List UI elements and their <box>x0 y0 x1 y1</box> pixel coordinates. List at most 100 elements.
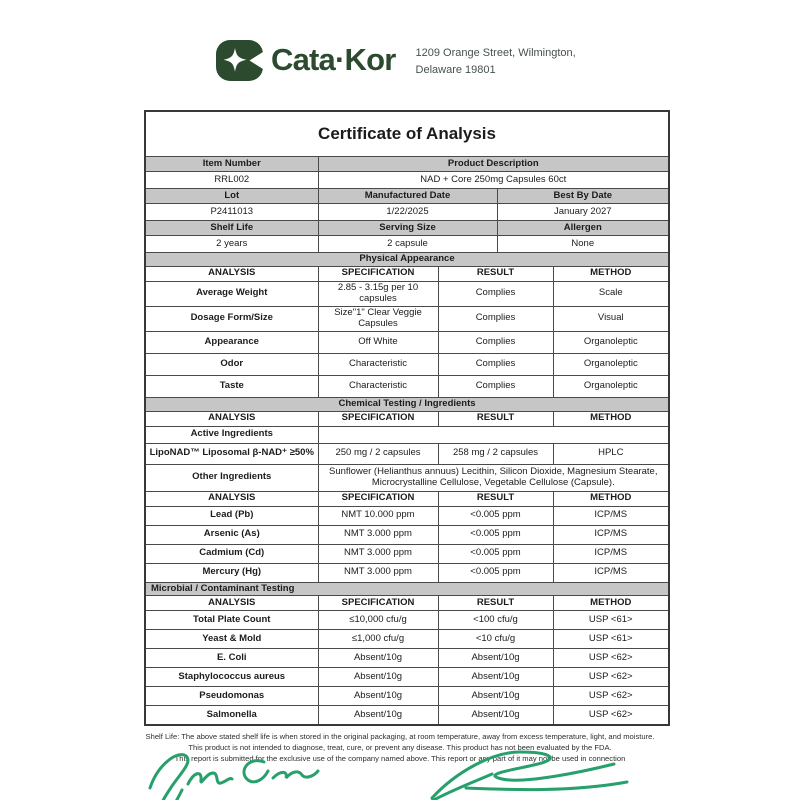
allergen-label: Allergen <box>496 220 670 236</box>
method-cell: Organoleptic <box>552 352 670 376</box>
analysis-cell: E. Coli <box>144 648 319 669</box>
analysis-cell: Lead (Pb) <box>144 505 319 526</box>
specification-cell: Characteristic <box>317 374 439 398</box>
table-row: Arsenic (As) NMT 3.000 ppm <0.005 ppm IC… <box>144 524 670 545</box>
title-row: Certificate of Analysis <box>144 110 670 157</box>
analysis-cell: Total Plate Count <box>144 610 319 631</box>
analysis-cell: Staphylococcus aureus <box>144 667 319 688</box>
result-cell: Complies <box>437 280 554 307</box>
method-cell: USP <62> <box>552 648 670 669</box>
document-title: Certificate of Analysis <box>144 110 670 157</box>
section-title: Chemical Testing / Ingredients <box>144 396 670 412</box>
method-cell: USP <61> <box>552 610 670 631</box>
table-row: E. Coli Absent/10g Absent/10g USP <62> <box>144 648 670 669</box>
section-physical-appearance: Physical Appearance <box>144 252 670 267</box>
result-cell: Complies <box>437 374 554 398</box>
signature-area: Prepared By Quality Control 2/03/25 Date… <box>132 750 654 800</box>
specification-cell: Absent/10g <box>317 705 439 726</box>
column-header-method: METHOD <box>552 595 670 612</box>
analysis-cell: Yeast & Mold <box>144 629 319 650</box>
other-ingredients-label: Other Ingredients <box>144 463 319 492</box>
section-title: Microbial / Contaminant Testing <box>144 581 670 597</box>
column-header-specification: SPECIFICATION <box>317 410 439 427</box>
product-description-value: NAD + Core 250mg Capsules 60ct <box>317 171 670 189</box>
row-labels-item-product: Item Number Product Description <box>144 156 670 172</box>
table-row: Average Weight 2.85 - 3.15g per 10 capsu… <box>144 280 670 307</box>
column-header-result: RESULT <box>437 265 554 282</box>
best-by-label: Best By Date <box>496 188 670 204</box>
analysis-cell: LipoNAD™ Liposomal β-NAD⁺ ≥50% <box>144 442 319 465</box>
analysis-cell: Taste <box>144 374 319 398</box>
other-ingredients-value: Sunflower (Helianthus annuus) Lecithin, … <box>317 463 670 492</box>
analysis-cell: Arsenic (As) <box>144 524 319 545</box>
result-cell: Complies <box>437 330 554 354</box>
disclaimer: Shelf Life: The above stated shelf life … <box>80 731 720 764</box>
shelf-life-value: 2 years <box>144 235 319 253</box>
specification-cell: 250 mg / 2 capsules <box>317 442 439 465</box>
column-header-method: METHOD <box>552 265 670 282</box>
table-row: Pseudomonas Absent/10g Absent/10g USP <6… <box>144 686 670 707</box>
specification-cell: NMT 3.000 ppm <box>317 524 439 545</box>
method-cell: ICP/MS <box>552 505 670 526</box>
analysis-cell: Pseudomonas <box>144 686 319 707</box>
table-row: Odor Characteristic Complies Organolepti… <box>144 352 670 376</box>
certificate-table: Certificate of Analysis Item Number Prod… <box>144 110 671 727</box>
table-row: Lead (Pb) NMT 10.000 ppm <0.005 ppm ICP/… <box>144 505 670 526</box>
specification-cell: Characteristic <box>317 352 439 376</box>
serving-size-label: Serving Size <box>317 220 498 236</box>
analysis-cell: Appearance <box>144 330 319 354</box>
section-microbial-testing: Microbial / Contaminant Testing <box>144 581 670 597</box>
specification-cell: ≤1,000 cfu/g <box>317 629 439 650</box>
specification-cell: Absent/10g <box>317 648 439 669</box>
address-line-2: Delaware 19801 <box>415 63 496 76</box>
result-cell: Absent/10g <box>437 686 554 707</box>
shelf-life-label: Shelf Life <box>144 220 319 236</box>
method-cell: Scale <box>552 280 670 307</box>
method-cell: Organoleptic <box>552 330 670 354</box>
lot-label: Lot <box>144 188 319 204</box>
specification-cell: ≤10,000 cfu/g <box>317 610 439 631</box>
table-row: LipoNAD™ Liposomal β-NAD⁺ ≥50% 250 mg / … <box>144 442 670 465</box>
row-other-ingredients: Other Ingredients Sunflower (Helianthus … <box>144 463 670 492</box>
table-row: Appearance Off White Complies Organolept… <box>144 330 670 354</box>
column-header-row: ANALYSIS SPECIFICATION RESULT METHOD <box>144 490 670 507</box>
analysis-cell: Odor <box>144 352 319 376</box>
other-ingredients-line-1: Sunflower (Helianthus annuus) Lecithin, … <box>329 465 658 477</box>
item-number-value: RRL002 <box>144 171 319 189</box>
table-row: Total Plate Count ≤10,000 cfu/g <100 cfu… <box>144 610 670 631</box>
specification-cell: Absent/10g <box>317 667 439 688</box>
method-cell: USP <61> <box>552 629 670 650</box>
method-cell: ICP/MS <box>552 524 670 545</box>
result-cell: <0.005 ppm <box>437 543 554 564</box>
result-cell: 258 mg / 2 capsules <box>437 442 554 465</box>
specification-cell: 2.85 - 3.15g per 10 capsules <box>317 280 439 307</box>
column-header-analysis: ANALYSIS <box>144 490 319 507</box>
section-chemical-testing: Chemical Testing / Ingredients <box>144 396 670 412</box>
column-header-specification: SPECIFICATION <box>317 595 439 612</box>
method-cell: USP <62> <box>552 686 670 707</box>
best-by-value: January 2027 <box>496 203 670 221</box>
column-header-method: METHOD <box>552 410 670 427</box>
row-labels-lot-dates: Lot Manufactured Date Best By Date <box>144 188 670 204</box>
section-title: Physical Appearance <box>144 252 670 267</box>
row-values-item-product: RRL002 NAD + Core 250mg Capsules 60ct <box>144 171 670 189</box>
letterhead: Cata·Kor 1209 Orange Street, Wilmington,… <box>216 36 800 84</box>
result-cell: Complies <box>437 352 554 376</box>
column-header-analysis: ANALYSIS <box>144 410 319 427</box>
result-cell: Absent/10g <box>437 705 554 726</box>
method-cell: ICP/MS <box>552 562 670 583</box>
row-values-shelf-serving-allergen: 2 years 2 capsule None <box>144 235 670 253</box>
table-row: Salmonella Absent/10g Absent/10g USP <62… <box>144 705 670 726</box>
table-row: Mercury (Hg) NMT 3.000 ppm <0.005 ppm IC… <box>144 562 670 583</box>
manufactured-date-label: Manufactured Date <box>317 188 498 204</box>
column-header-result: RESULT <box>437 595 554 612</box>
serving-size-value: 2 capsule <box>317 235 498 253</box>
specification-cell: NMT 3.000 ppm <box>317 543 439 564</box>
method-cell: Visual <box>552 305 670 332</box>
result-cell: <0.005 ppm <box>437 562 554 583</box>
analysis-cell: Dosage Form/Size <box>144 305 319 332</box>
analysis-cell: Mercury (Hg) <box>144 562 319 583</box>
result-cell: <100 cfu/g <box>437 610 554 631</box>
result-cell: Absent/10g <box>437 648 554 669</box>
